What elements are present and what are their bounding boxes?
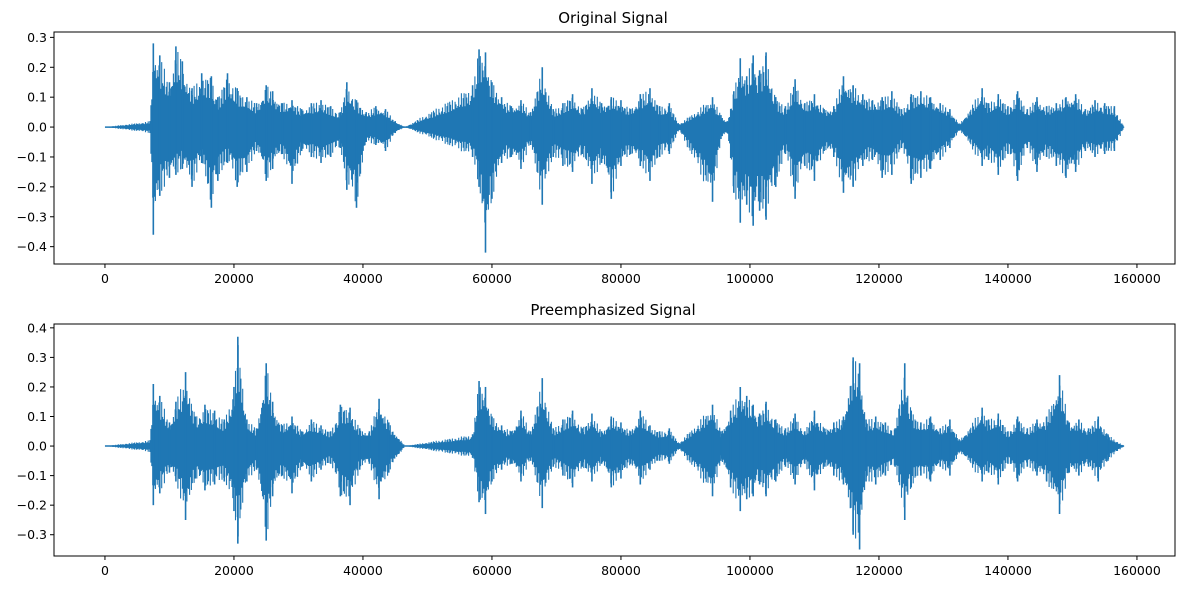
y-tick-label: −0.4 xyxy=(17,239,47,254)
x-tick-label: 80000 xyxy=(601,271,641,286)
y-tick-label: 0.0 xyxy=(27,120,47,135)
signal-waveform xyxy=(105,345,1125,539)
x-axis: 0 20000 40000 60000 80000 100000 120000 140000 1… xyxy=(101,556,1161,578)
axes-frame xyxy=(53,323,1176,557)
y-axis: 0.4 0.3 0.2 0.1 0.0 −0.1 −0.2 −0.3 xyxy=(17,320,54,542)
y-tick-label: −0.1 xyxy=(17,468,47,483)
plot-area xyxy=(104,43,1125,253)
x-tick-label: 60000 xyxy=(472,563,512,578)
y-tick-label: −0.3 xyxy=(17,527,47,542)
x-axis: 0 20000 40000 60000 80000 100000 120000 140000 1… xyxy=(101,264,1161,286)
y-tick-label: 0.0 xyxy=(27,439,47,454)
x-tick-label: 80000 xyxy=(601,563,641,578)
x-tick-label: 140000 xyxy=(984,271,1032,286)
y-tick-label: −0.1 xyxy=(17,149,47,164)
signal-waveform xyxy=(105,52,1125,223)
y-tick-label: 0.2 xyxy=(27,60,47,75)
y-tick-label: 0.2 xyxy=(27,379,47,394)
x-tick-label: 60000 xyxy=(472,271,512,286)
y-tick-label: −0.3 xyxy=(17,209,47,224)
x-tick-label: 100000 xyxy=(726,563,774,578)
subplot-preemphasized-signal: Preemphasized Signal 0.4 0.3 0.2 0.1 0.0 −0.1… xyxy=(17,301,1176,578)
x-tick-label: 20000 xyxy=(214,271,254,286)
y-tick-label: 0.1 xyxy=(27,90,47,105)
x-tick-label: 120000 xyxy=(855,271,903,286)
subplot-original-signal: Original Signal 0.3 0.2 0.1 0.0 −0.1 −0.2 −0.3… xyxy=(17,9,1176,286)
x-tick-label: 20000 xyxy=(214,563,254,578)
x-tick-label: 120000 xyxy=(855,563,903,578)
y-tick-label: 0.4 xyxy=(27,320,47,335)
x-tick-label: 0 xyxy=(101,271,109,286)
y-tick-label: 0.1 xyxy=(27,409,47,424)
x-tick-label: 100000 xyxy=(726,271,774,286)
x-tick-label: 160000 xyxy=(1113,271,1161,286)
subplot-title: Original Signal xyxy=(558,9,668,27)
x-tick-label: 40000 xyxy=(343,563,383,578)
x-tick-label: 40000 xyxy=(343,271,383,286)
axes-frame xyxy=(53,31,1176,265)
x-tick-label: 160000 xyxy=(1113,563,1161,578)
y-tick-label: −0.2 xyxy=(17,498,47,513)
y-tick-label: 0.3 xyxy=(27,350,47,365)
y-tick-label: −0.2 xyxy=(17,179,47,194)
y-axis: 0.3 0.2 0.1 0.0 −0.1 −0.2 −0.3 −0.4 xyxy=(17,30,54,254)
y-tick-label: 0.3 xyxy=(27,30,47,45)
x-tick-label: 140000 xyxy=(984,563,1032,578)
subplot-title: Preemphasized Signal xyxy=(530,301,695,319)
plot-area xyxy=(104,336,1125,550)
x-tick-label: 0 xyxy=(101,563,109,578)
